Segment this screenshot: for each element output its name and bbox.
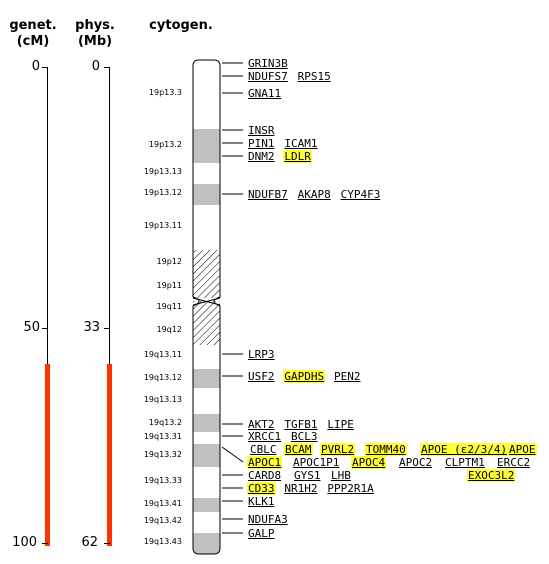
genet-tick-50 bbox=[42, 328, 48, 329]
gene-link[interactable]: LRP3 bbox=[248, 348, 275, 361]
band-19p13.12 bbox=[193, 184, 220, 205]
gene-link[interactable]: KLK1 bbox=[248, 495, 275, 508]
header-genet-title: genet. bbox=[9, 18, 57, 33]
gene-link[interactable]: RPS15 bbox=[297, 70, 331, 83]
gene-link[interactable]: GAPDHS bbox=[283, 370, 326, 383]
gene-link[interactable]: DNM2 bbox=[248, 150, 275, 163]
band-label: 19q13.42 bbox=[143, 516, 182, 525]
genet-tick-0 bbox=[42, 67, 48, 68]
gene-link[interactable]: EXOC3L2 bbox=[467, 469, 516, 482]
band-label: 19q13.12 bbox=[143, 373, 182, 382]
band-label: 19q13.43 bbox=[143, 537, 182, 546]
phys-tick-label: 33 bbox=[83, 320, 100, 335]
gene-link[interactable]: APOC2 bbox=[399, 456, 433, 469]
band-19p13.2 bbox=[193, 129, 220, 163]
gene-link[interactable]: APOC1 bbox=[247, 456, 283, 469]
phys-tick-33 bbox=[104, 328, 110, 329]
band-label: 19q13.33 bbox=[143, 476, 182, 485]
gene-link[interactable]: AKAP8 bbox=[297, 188, 331, 201]
phys-red-bar bbox=[107, 364, 112, 546]
header-genet-unit: (cM) bbox=[16, 34, 50, 49]
band-label: 19q13.2 bbox=[148, 418, 182, 427]
genet-axis bbox=[47, 67, 48, 544]
band-label: 19q12 bbox=[156, 325, 182, 334]
band-19q13.43 bbox=[193, 533, 220, 554]
gene-link[interactable]: BCAM bbox=[284, 443, 313, 456]
header-phys-title: phys. bbox=[75, 18, 115, 33]
band-label: 19p11 bbox=[156, 281, 182, 290]
genet-tick-label: 50 bbox=[23, 320, 40, 335]
gene-link[interactable]: NDUFS7 bbox=[248, 70, 288, 83]
gene-link[interactable]: PEN2 bbox=[334, 370, 361, 383]
genet-tick-label: 100 bbox=[12, 535, 37, 550]
band-label: 19p13.11 bbox=[143, 221, 182, 230]
band-19q13.41 bbox=[193, 498, 220, 512]
gene-link[interactable]: GNA11 bbox=[248, 87, 282, 100]
header-cyto: cytogen. bbox=[149, 18, 213, 33]
band-label: 19q11 bbox=[156, 302, 182, 311]
gene-link[interactable]: NDUFB7 bbox=[248, 188, 288, 201]
header-phys-unit: (Mb) bbox=[77, 34, 113, 49]
gene-link[interactable]: GRIN3B bbox=[248, 57, 288, 70]
gene-link[interactable]: NR1H2 bbox=[284, 482, 318, 495]
band-19q13.12 bbox=[193, 369, 220, 388]
genet-tick-label: 0 bbox=[31, 59, 40, 74]
gene-link[interactable]: ICAM1 bbox=[284, 137, 318, 150]
gene-link[interactable]: PPP2R1A bbox=[327, 482, 374, 495]
band-label: 19p13.3 bbox=[148, 88, 182, 97]
gene-link[interactable]: NDUFA3 bbox=[248, 513, 288, 526]
phys-tick-0 bbox=[104, 67, 110, 68]
gene-link[interactable]: TOMM40 bbox=[365, 443, 407, 456]
gene-link[interactable]: LIPE bbox=[327, 418, 354, 431]
gene-link[interactable]: APOC1P1 bbox=[293, 456, 340, 469]
gene-link[interactable]: PIN1 bbox=[248, 137, 275, 150]
band-label: 19p13.13 bbox=[143, 167, 182, 176]
gene-link[interactable]: CLPTM1 bbox=[445, 456, 485, 469]
band-label: 19q13.32 bbox=[143, 450, 182, 459]
band-19p12 bbox=[193, 250, 220, 298]
gene-link[interactable]: LDLR bbox=[283, 150, 312, 163]
phys-tick-62 bbox=[104, 543, 110, 544]
gene-link[interactable]: CD33 bbox=[247, 482, 276, 495]
gene-link[interactable]: TGFB1 bbox=[284, 418, 318, 431]
band-label: 19p12 bbox=[156, 257, 182, 266]
band-label: 19q13.41 bbox=[143, 499, 182, 508]
header-genet: genet. (cM) bbox=[8, 18, 58, 50]
gene-link[interactable]: USF2 bbox=[248, 370, 275, 383]
gene-link[interactable]: CYP4F3 bbox=[340, 188, 381, 201]
band-label: 19p13.12 bbox=[143, 188, 182, 197]
phys-axis bbox=[109, 67, 110, 544]
gene-link[interactable]: APOC4 bbox=[351, 456, 387, 469]
gene-link[interactable]: CBLC bbox=[250, 443, 277, 456]
phys-tick-label: 62 bbox=[81, 535, 98, 550]
band-label: 19q13.31 bbox=[143, 432, 182, 441]
gene-link[interactable]: GYS1 bbox=[294, 469, 321, 482]
band-centromere bbox=[193, 301, 220, 345]
genet-tick-100 bbox=[42, 543, 48, 544]
band-label: 19p13.2 bbox=[148, 140, 182, 149]
gene-link[interactable]: GALP bbox=[248, 527, 275, 540]
band-label: 19q13.13 bbox=[143, 395, 182, 404]
gene-link[interactable]: ERCC2 bbox=[497, 456, 531, 469]
band-label: 19q13.11 bbox=[143, 350, 182, 359]
gene-link[interactable]: PVRL2 bbox=[320, 443, 356, 456]
gene-link[interactable]: INSR bbox=[248, 124, 275, 137]
gene-link[interactable]: BCL3 bbox=[291, 430, 318, 443]
gene-link[interactable]: APOE (ε2/3/4) bbox=[420, 443, 509, 456]
band-19q13.2 bbox=[193, 414, 220, 432]
gene-link[interactable]: CARD8 bbox=[248, 469, 282, 482]
gene-link[interactable]: AKT2 bbox=[248, 418, 275, 431]
gene-link[interactable]: LHB bbox=[331, 469, 351, 482]
gene-link[interactable]: XRCC1 bbox=[248, 430, 282, 443]
header-phys: phys. (Mb) bbox=[70, 18, 120, 50]
phys-tick-label: 0 bbox=[91, 59, 100, 74]
band-19q13.32 bbox=[193, 444, 220, 467]
genet-red-bar bbox=[45, 364, 50, 546]
gene-link[interactable]: APOE bbox=[508, 443, 537, 456]
